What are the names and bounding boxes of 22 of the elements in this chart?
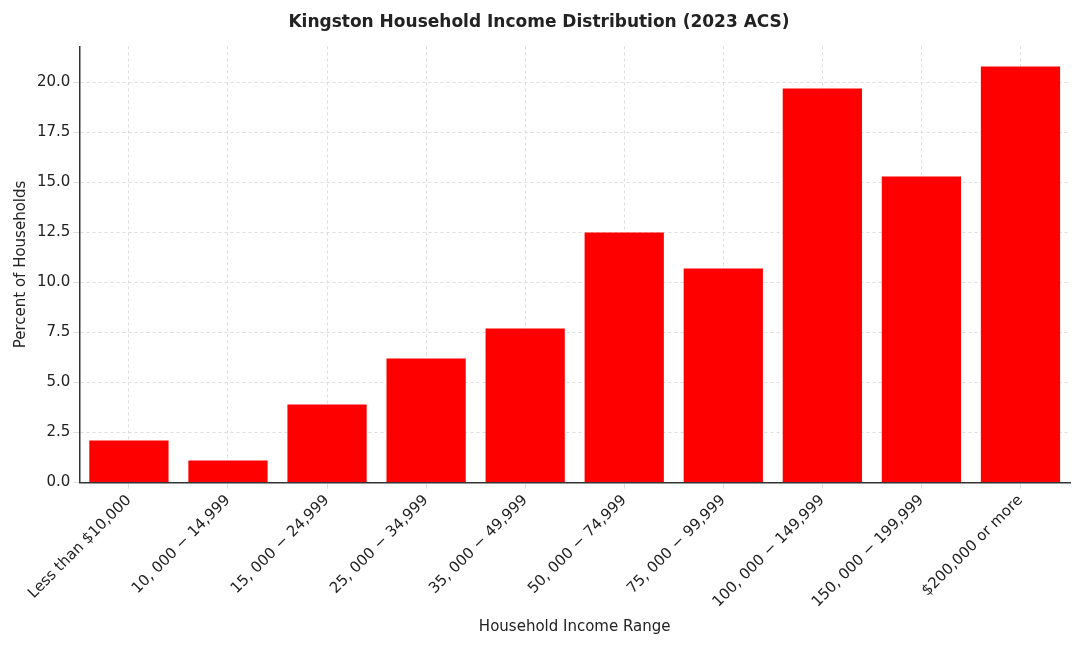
- y-tick-label: 15.0: [36, 172, 71, 191]
- y-tick-label: 2.5: [46, 422, 71, 441]
- bar: [782, 88, 862, 483]
- y-tick-label: 7.5: [46, 322, 71, 341]
- x-axis-title: Household Income Range: [478, 616, 671, 635]
- chart-title: Kingston Household Income Distribution (2023 ACS): [288, 10, 790, 31]
- bar: [881, 176, 962, 483]
- y-tick-label: 20.0: [36, 72, 71, 91]
- bar: [980, 66, 1061, 483]
- y-tick-label: 0.0: [46, 472, 71, 491]
- bar: [683, 268, 763, 483]
- bar: [188, 460, 268, 483]
- y-tick-label: 17.5: [36, 122, 71, 141]
- bar: [584, 232, 664, 483]
- y-tick-label: 10.0: [36, 272, 71, 291]
- bar: [485, 328, 565, 483]
- bar: [89, 440, 169, 483]
- y-tick-label: 5.0: [46, 372, 71, 391]
- bar: [386, 358, 466, 483]
- y-tick-label: 12.5: [36, 222, 71, 241]
- y-axis-title: Percent of Households: [10, 180, 29, 349]
- bar: [287, 404, 367, 483]
